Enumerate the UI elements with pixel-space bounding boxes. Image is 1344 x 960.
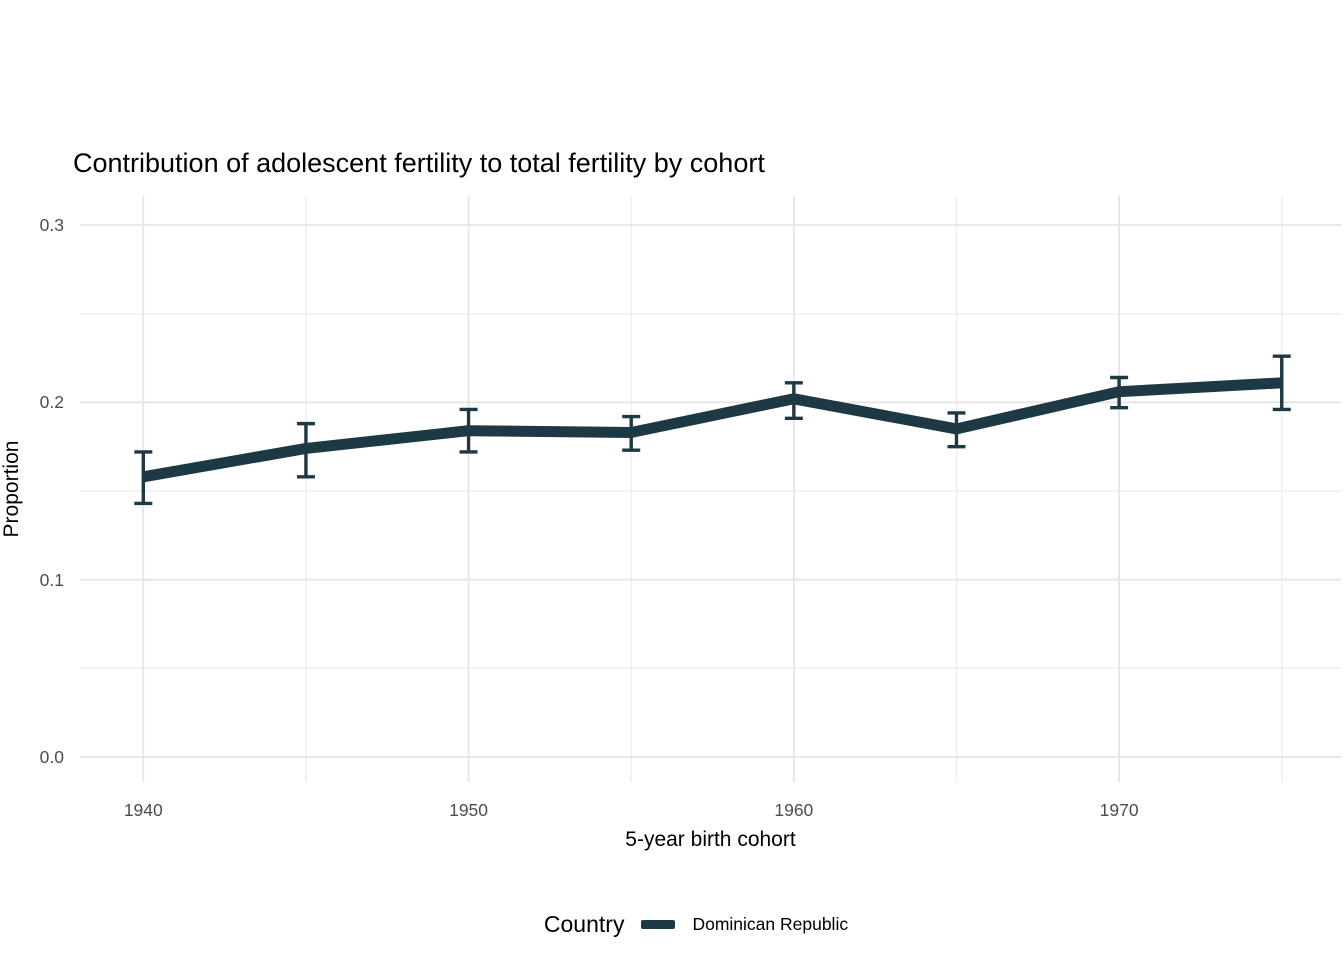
x-tick-label: 1970 xyxy=(1099,800,1139,820)
data-line xyxy=(142,377,1283,483)
y-tick-label: 0.2 xyxy=(39,392,64,413)
legend-line-swatch xyxy=(641,919,676,929)
y-tick-label: 0.1 xyxy=(39,569,64,590)
x-tick-label: 1950 xyxy=(449,800,489,820)
x-axis-title: 5-year birth cohort xyxy=(625,828,796,851)
legend-label: Dominican Republic xyxy=(692,913,849,934)
y-tick-label: 0.0 xyxy=(39,747,64,767)
x-tick-label: 1940 xyxy=(123,800,163,820)
legend-title: Country xyxy=(543,910,625,937)
x-tick-label: 1960 xyxy=(774,800,814,820)
legend: Country Dominican Republic xyxy=(0,898,1344,950)
y-axis-title: Proportion xyxy=(0,440,23,538)
chart-title: Contribution of adolescent fertility to … xyxy=(73,148,765,178)
y-tick-label: 0.3 xyxy=(39,215,64,235)
error-bar xyxy=(134,450,153,506)
